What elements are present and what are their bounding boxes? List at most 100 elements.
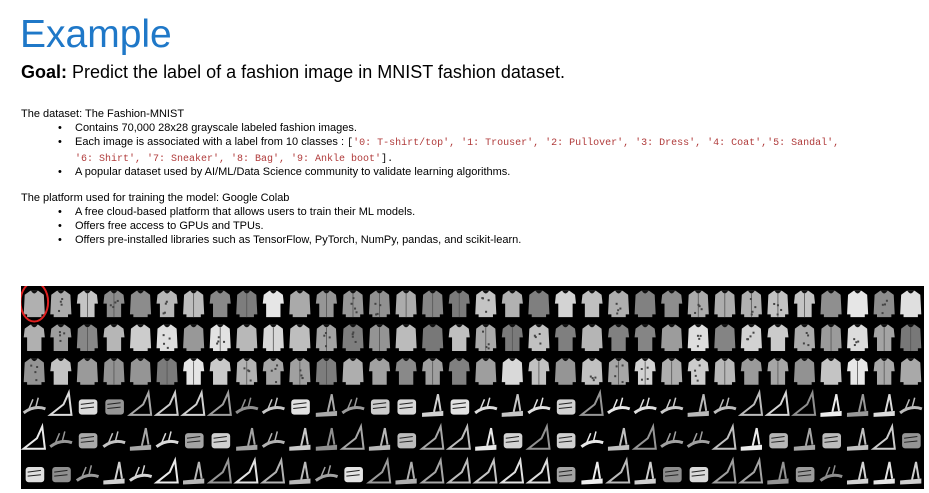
- clothing-top-icon: [661, 358, 683, 385]
- sandal-icon: [660, 431, 684, 448]
- sandal-icon: [289, 461, 311, 485]
- sandal-icon: [767, 461, 789, 485]
- sandal-icon: [341, 397, 365, 415]
- clothing-top-icon: [103, 324, 125, 351]
- clothing-top-icon: [847, 358, 869, 385]
- sandal-icon: [711, 422, 737, 450]
- sandal-icon: [556, 433, 576, 449]
- clothing-top-icon: [847, 290, 869, 318]
- clothing-top-icon: [873, 358, 895, 385]
- clothing-top-icon: [501, 358, 523, 385]
- clothing-top-icon: [687, 324, 709, 351]
- sandal-icon: [25, 467, 45, 483]
- sandal-icon: [820, 394, 842, 417]
- sandal-icon: [790, 388, 817, 416]
- clothing-top-icon: [156, 290, 178, 318]
- clothing-top-icon: [368, 290, 391, 318]
- clothing-top-icon: [634, 290, 656, 318]
- list-item: • Offers free access to GPUs and TPUs.: [58, 219, 521, 233]
- clothing-top-icon: [475, 290, 497, 318]
- sandal-icon: [900, 461, 922, 485]
- clothing-top-icon: [289, 324, 311, 351]
- sandal-icon: [180, 388, 206, 416]
- clothing-top-icon: [820, 290, 842, 318]
- clothing-top-icon: [740, 324, 762, 351]
- sandal-icon: [902, 433, 921, 449]
- clothing-top-icon: [581, 324, 603, 351]
- clothing-top-icon: [103, 358, 125, 385]
- sandal-icon: [580, 431, 604, 448]
- sandal-icon: [525, 422, 551, 450]
- sandal-icon: [445, 456, 471, 484]
- clothing-top-icon: [793, 324, 816, 351]
- sandal-icon: [711, 456, 737, 484]
- slide-title: Example: [20, 13, 172, 56]
- clothing-top-icon: [714, 324, 736, 351]
- sandal-icon: [472, 456, 498, 484]
- clothing-top-icon: [661, 324, 683, 351]
- sandal-icon: [633, 397, 657, 415]
- clothing-top-icon: [395, 290, 417, 318]
- sandal-icon: [634, 461, 656, 485]
- sandal-icon: [581, 461, 603, 485]
- sandal-icon: [660, 397, 684, 415]
- sandal-icon: [185, 433, 204, 449]
- clothing-top-icon: [687, 358, 709, 385]
- sandal-icon: [737, 456, 764, 484]
- sandal-icon: [49, 431, 73, 448]
- sandal-icon: [527, 397, 551, 415]
- clothing-top-icon: [236, 290, 258, 318]
- sandal-icon: [368, 427, 391, 451]
- clothing-top-icon: [634, 358, 656, 385]
- clothing-top-icon: [873, 290, 895, 318]
- clothing-top-icon: [634, 324, 656, 351]
- clothing-top-icon: [661, 290, 683, 318]
- class-list-line-1: '0: T-shirt/top', '1: Trouser', '2: Pull…: [353, 138, 840, 149]
- sandal-icon: [102, 431, 126, 448]
- clothing-top-icon: [209, 324, 231, 351]
- sandal-icon: [450, 399, 470, 415]
- clothing-top-icon: [262, 358, 284, 385]
- clothing-top-icon: [395, 358, 417, 385]
- clothing-top-icon: [767, 358, 789, 385]
- sandal-icon: [397, 399, 417, 415]
- sample-grid-image: [21, 286, 923, 485]
- clothing-top-icon: [183, 358, 205, 385]
- sandal-icon: [314, 465, 339, 482]
- list-item: • Offers pre-installed libraries such as…: [58, 233, 521, 247]
- clothing-top-icon: [475, 358, 497, 385]
- clothing-top-icon: [23, 324, 45, 351]
- clothing-top-icon: [50, 358, 72, 385]
- clothing-top-icon: [448, 324, 470, 351]
- sandal-icon: [259, 456, 286, 484]
- sandal-icon: [503, 433, 523, 449]
- sandal-icon: [235, 397, 259, 415]
- clothing-top-icon: [900, 290, 922, 318]
- clothing-top-icon: [900, 358, 922, 385]
- clothing-top-icon: [129, 358, 152, 385]
- sandal-icon: [21, 422, 47, 450]
- sandal-icon: [605, 456, 631, 484]
- clothing-top-icon: [448, 358, 470, 385]
- sandal-icon: [153, 388, 179, 416]
- sandal-icon: [687, 394, 709, 417]
- clothing-top-icon: [103, 290, 125, 318]
- dataset-bullet-classes: Each image is associated with a label fr…: [75, 136, 348, 148]
- clothing-top-icon: [289, 290, 311, 318]
- sandal-icon: [47, 388, 73, 416]
- sandal-icon: [291, 399, 310, 415]
- clothing-top-icon: [315, 358, 337, 385]
- sandal-icon: [233, 456, 259, 484]
- clothing-top-icon: [528, 358, 550, 385]
- sandal-icon: [769, 433, 788, 449]
- dataset-bullet-popular: A popular dataset used by AI/ML/Data Sci…: [75, 166, 511, 178]
- clothing-top-icon: [262, 324, 284, 351]
- clothing-top-icon: [23, 290, 45, 318]
- sandal-icon: [846, 394, 869, 417]
- clothing-top-icon: [50, 324, 72, 351]
- sandal-icon: [501, 394, 523, 417]
- sandal-icon: [155, 431, 179, 448]
- platform-bullet-free: A free cloud-based platform that allows …: [75, 206, 416, 218]
- dataset-heading: The dataset: The Fashion-MNIST: [21, 108, 185, 120]
- list-item: • Each image is associated with a label …: [58, 135, 839, 151]
